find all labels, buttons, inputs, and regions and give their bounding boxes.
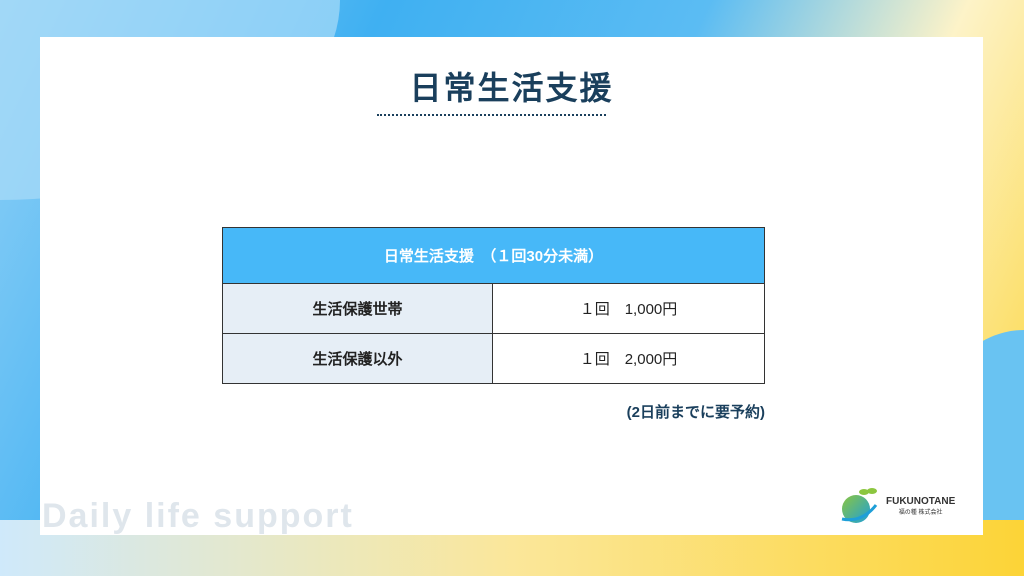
watermark-text: Daily life support — [42, 497, 354, 535]
company-logo: FUKUNOTANE 福の種 株式会社 — [838, 485, 955, 527]
reservation-note: (2日前までに要予約) — [626, 404, 765, 421]
logo-subtitle: 福の種 株式会社 — [898, 510, 943, 516]
row-label: 生活保護以外 — [222, 333, 493, 384]
table-header: 日常生活支援 （１回30分未満） — [222, 227, 765, 284]
table-row: 生活保護以外 １回 2,000円 — [222, 333, 765, 384]
table-row: 生活保護世帯 １回 1,000円 — [222, 283, 765, 334]
logo-brand: FUKUNOTANE — [886, 496, 956, 507]
row-value: １回 1,000円 — [492, 283, 765, 334]
row-label: 生活保護世帯 — [222, 283, 493, 334]
content-card: 日常生活支援 日常生活支援 （１回30分未満） 生活保護世帯 １回 1,000円 … — [40, 37, 983, 535]
title-underline — [377, 114, 606, 116]
price-table: 日常生活支援 （１回30分未満） 生活保護世帯 １回 1,000円 生活保護以外 １… — [222, 227, 765, 384]
page-title: 日常生活支援 — [409, 70, 614, 106]
row-value: １回 2,000円 — [492, 333, 765, 384]
seedling-globe-icon — [841, 488, 878, 523]
